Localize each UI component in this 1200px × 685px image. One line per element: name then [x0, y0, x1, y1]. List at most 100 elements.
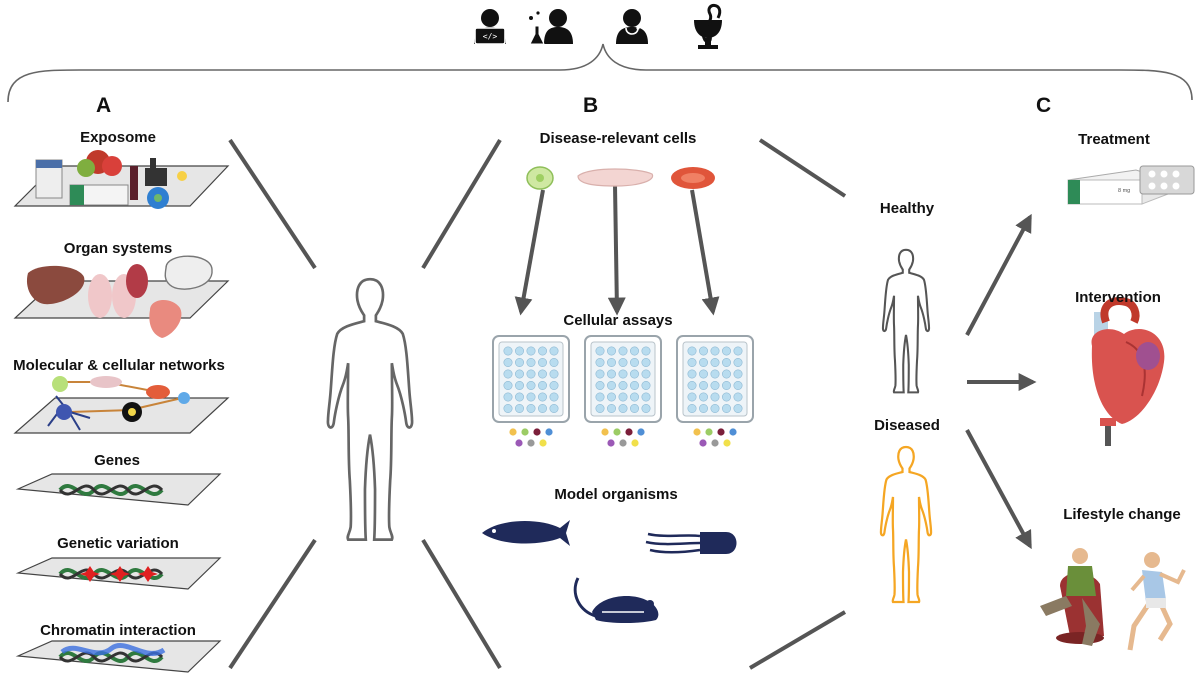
- cell-arrow: [607, 184, 626, 316]
- connector-line: [421, 538, 502, 670]
- well: [537, 369, 547, 379]
- well: [721, 404, 731, 414]
- section-label-a: A: [96, 94, 112, 117]
- layer-organ-systems: [13, 255, 230, 338]
- well: [629, 369, 639, 379]
- well: [629, 357, 639, 367]
- well: [606, 369, 616, 379]
- well: [595, 369, 605, 379]
- compound-bead: [729, 428, 737, 436]
- well: [641, 392, 651, 402]
- connector-line: [421, 138, 502, 270]
- layer-label-organ-systems: Organ systems: [63, 240, 173, 257]
- well: [618, 392, 628, 402]
- organisms-title: Model organisms: [554, 486, 678, 503]
- well: [710, 392, 720, 402]
- compound-bead: [527, 439, 535, 447]
- well: [721, 346, 731, 356]
- well: [698, 346, 708, 356]
- well: [514, 346, 524, 356]
- well: [549, 357, 559, 367]
- well: [503, 357, 513, 367]
- well: [549, 346, 559, 356]
- well: [514, 404, 524, 414]
- outcome-arrow-treatment: [965, 213, 1032, 336]
- well: [698, 357, 708, 367]
- compound-bead: [619, 439, 627, 447]
- well: [733, 392, 743, 402]
- assay-plate: [584, 335, 662, 423]
- human-body-central: [326, 277, 414, 541]
- layer-label-molecular-networks: Molecular & cellular networks: [13, 357, 225, 374]
- well: [606, 357, 616, 367]
- well: [733, 380, 743, 390]
- well: [710, 369, 720, 379]
- well: [537, 357, 547, 367]
- heart-icon: [1091, 297, 1165, 446]
- well: [595, 346, 605, 356]
- lifestyle-label: Lifestyle change: [1063, 506, 1181, 523]
- compound-bead: [521, 428, 529, 436]
- well: [618, 357, 628, 367]
- layer-molecular-networks: [13, 376, 230, 434]
- connector-line: [758, 138, 847, 198]
- compound-bead: [699, 439, 707, 447]
- treatment-label: Treatment: [1078, 131, 1150, 148]
- compound-bead: [539, 439, 547, 447]
- well: [514, 369, 524, 379]
- well: [733, 346, 743, 356]
- section-label-b: B: [583, 94, 599, 117]
- well: [618, 346, 628, 356]
- mouse-icon: [573, 577, 659, 623]
- grouping-brace: [7, 43, 1193, 103]
- cells-title: Disease-relevant cells: [539, 130, 697, 147]
- layer-label-genes: Genes: [94, 452, 140, 469]
- human-body-diseased: [879, 445, 933, 604]
- compound-bead: [711, 439, 719, 447]
- well: [503, 380, 513, 390]
- well: [606, 392, 616, 402]
- compound-bead: [515, 439, 523, 447]
- well: [641, 380, 651, 390]
- well: [526, 346, 536, 356]
- well: [537, 380, 547, 390]
- assay-plate: [492, 335, 570, 423]
- well: [514, 392, 524, 402]
- well: [595, 357, 605, 367]
- compound-bead: [693, 428, 701, 436]
- well: [537, 392, 547, 402]
- well: [526, 369, 536, 379]
- well: [710, 404, 720, 414]
- connector-line: [228, 538, 317, 670]
- zebrafish-icon: [482, 520, 570, 546]
- connector-line: [228, 138, 317, 270]
- compound-bead: [637, 428, 645, 436]
- diseased-label: Diseased: [874, 417, 940, 434]
- well: [595, 380, 605, 390]
- well: [503, 369, 513, 379]
- compound-bead: [631, 439, 639, 447]
- layer-label-exposome: Exposome: [80, 129, 156, 146]
- cell-icon: [526, 166, 554, 190]
- well: [618, 380, 628, 390]
- well: [526, 404, 536, 414]
- well: [721, 369, 731, 379]
- well: [629, 404, 639, 414]
- well: [698, 380, 708, 390]
- well: [733, 357, 743, 367]
- layer-label-genetic-variation: Genetic variation: [57, 535, 179, 552]
- connector-line: [748, 610, 847, 670]
- well: [549, 404, 559, 414]
- outcome-arrow-lifestyle: [965, 429, 1032, 550]
- medicine-box-icon: 8 mg: [1067, 165, 1195, 205]
- layer-chromatin-interaction: [15, 640, 222, 673]
- well: [606, 404, 616, 414]
- compound-bead: [625, 428, 633, 436]
- well: [721, 357, 731, 367]
- assay-plate: [676, 335, 754, 423]
- layer-genetic-variation: [15, 557, 222, 590]
- well: [503, 346, 513, 356]
- cell-icon: [671, 167, 715, 189]
- compound-bead: [717, 428, 725, 436]
- well: [526, 392, 536, 402]
